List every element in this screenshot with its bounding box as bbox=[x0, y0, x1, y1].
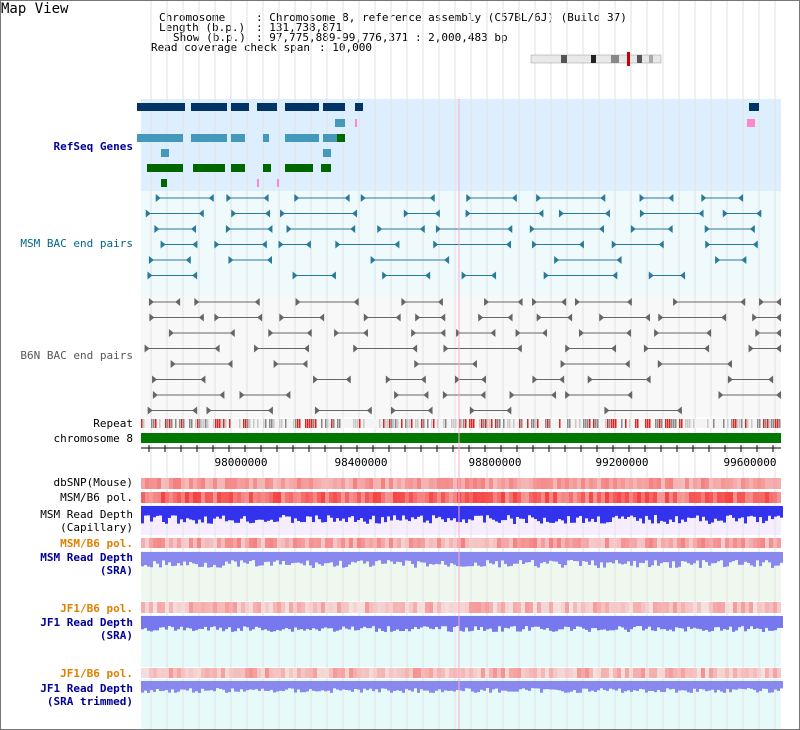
gene-block[interactable] bbox=[285, 134, 319, 142]
b6n-bac-pairs[interactable] bbox=[144, 298, 781, 415]
jf1-b6-pol-label: JF1/B6 pol. bbox=[60, 602, 133, 615]
msm-depth-sra-label-1: MSM Read Depth bbox=[40, 551, 133, 564]
gene-block[interactable] bbox=[263, 134, 269, 142]
gene-block[interactable] bbox=[323, 149, 331, 157]
gene-block[interactable] bbox=[137, 134, 183, 142]
refseq-track-bg bbox=[141, 99, 781, 191]
msm-bac-pairs[interactable] bbox=[145, 194, 762, 280]
msm-depth-cap-label-2: (Capillary) bbox=[60, 521, 133, 534]
show-value: : 97,775,889-99,776,371 : 2,000,483 bp bbox=[256, 31, 508, 44]
coverage-value: : 10,000 bbox=[319, 41, 372, 54]
repeat-label: Repeat bbox=[93, 417, 133, 430]
gene-block[interactable] bbox=[191, 103, 227, 111]
gene-block[interactable] bbox=[231, 103, 249, 111]
refseq-genes[interactable] bbox=[137, 103, 759, 187]
read-depth-tracks bbox=[141, 506, 783, 693]
gene-block[interactable] bbox=[161, 179, 167, 187]
chromosome-ideogram[interactable] bbox=[530, 52, 662, 66]
gene-block[interactable] bbox=[323, 103, 345, 111]
axis-tick-label: 98000000 bbox=[214, 456, 268, 469]
gene-block[interactable] bbox=[257, 103, 263, 111]
gene-block[interactable] bbox=[231, 164, 245, 172]
gene-block[interactable] bbox=[193, 164, 225, 172]
jf1-depth-sra-label-2: (SRA) bbox=[99, 629, 133, 642]
length-key: Length (b.p.) bbox=[159, 21, 246, 34]
show-key: Show (b.p.) bbox=[173, 31, 246, 44]
chromosome-label: chromosome 8 bbox=[53, 432, 133, 445]
chromosome-key: Chromosome bbox=[159, 11, 226, 24]
gene-block[interactable] bbox=[335, 119, 345, 127]
jf1-b6-pol2-label: JF1/B6 pol. bbox=[60, 667, 133, 680]
gene-block[interactable] bbox=[749, 103, 759, 111]
gene-block[interactable] bbox=[231, 134, 245, 142]
gene-block[interactable] bbox=[321, 164, 331, 172]
map-view-title: Map View bbox=[1, 1, 69, 17]
axis-tick-label: 99200000 bbox=[595, 456, 649, 469]
position-axis bbox=[141, 445, 781, 452]
jf1-depth-trim-label-1: JF1 Read Depth bbox=[40, 682, 133, 695]
gene-block[interactable] bbox=[137, 103, 185, 111]
gene-block[interactable] bbox=[285, 103, 319, 111]
jf1-depth-trim-label-2: (SRA trimmed) bbox=[46, 695, 133, 708]
repeat-track bbox=[141, 419, 781, 428]
msm-depth-sra-label-2: (SRA) bbox=[99, 564, 133, 577]
gene-block[interactable] bbox=[323, 134, 337, 142]
coverage-key: Read coverage check span bbox=[151, 41, 310, 54]
axis-tick-label: 98400000 bbox=[334, 456, 388, 469]
msm-b6-pol-label: MSM/B6 pol. bbox=[60, 491, 133, 504]
jf1-depth-sra-label-1: JF1 Read Depth bbox=[40, 616, 133, 629]
msm-bac-track-bg bbox=[141, 191, 781, 295]
dbsnp-label: dbSNP(Mouse) bbox=[53, 476, 133, 489]
length-value: : 131,738,871 bbox=[256, 21, 343, 34]
gene-block[interactable] bbox=[285, 164, 313, 172]
msm-depth-cap-label-1: MSM Read Depth bbox=[40, 508, 133, 521]
refseq-label: RefSeq Genes bbox=[53, 140, 133, 153]
msm-bac-label: MSM BAC end pairs bbox=[20, 237, 133, 250]
gene-block[interactable] bbox=[263, 164, 271, 172]
polymorphism-tracks bbox=[141, 478, 781, 678]
b6n-bac-label: B6N BAC end pairs bbox=[20, 349, 133, 362]
axis-tick-label: 98800000 bbox=[468, 456, 522, 469]
chromosome-bar bbox=[141, 433, 781, 443]
msm-b6-pol2-label: MSM/B6 pol. bbox=[60, 537, 133, 550]
axis-tick-label: 99600000 bbox=[723, 456, 777, 469]
gene-block[interactable] bbox=[191, 134, 227, 142]
gene-block[interactable] bbox=[337, 134, 345, 142]
gene-block[interactable] bbox=[263, 103, 277, 111]
b6n-bac-track-bg bbox=[141, 295, 781, 417]
gene-block[interactable] bbox=[355, 103, 363, 111]
gene-block[interactable] bbox=[147, 164, 183, 172]
gene-block[interactable] bbox=[161, 149, 169, 157]
